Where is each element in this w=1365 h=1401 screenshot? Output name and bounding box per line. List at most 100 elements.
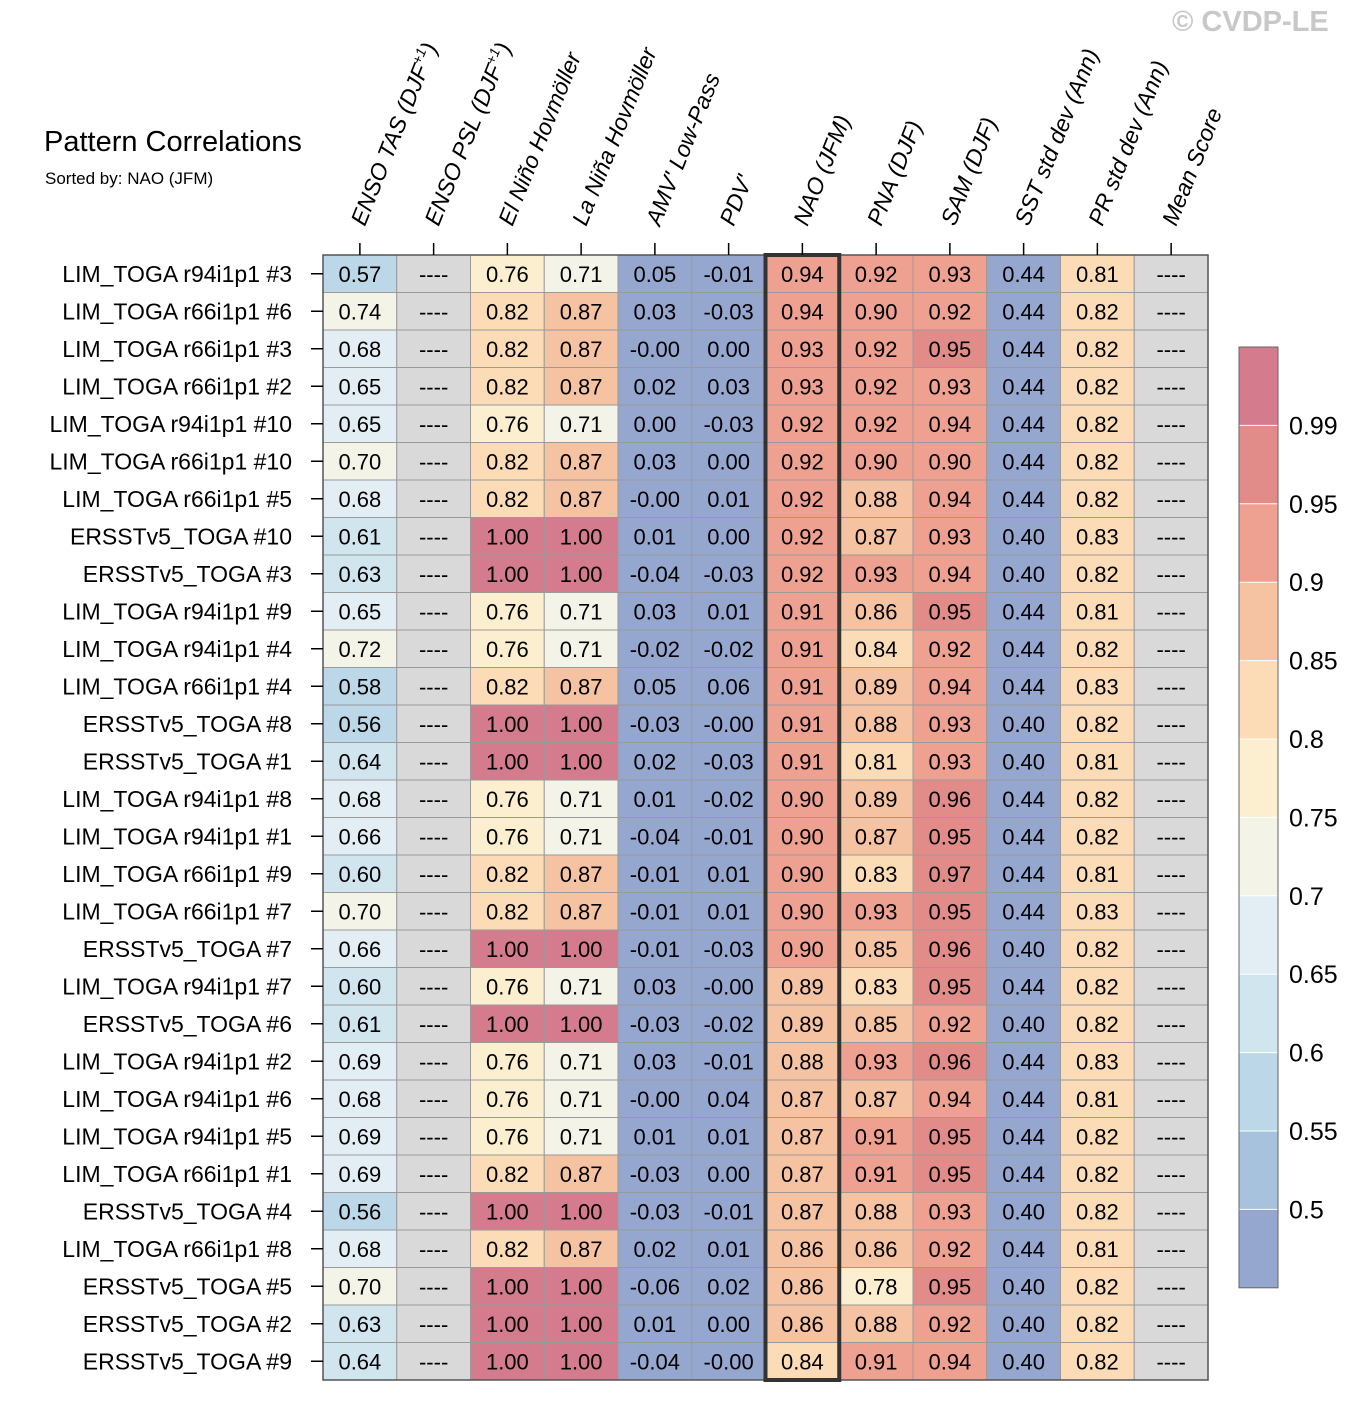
heatmap-cell [986,442,1061,481]
cell-value: 0.71 [560,787,603,812]
heatmap-cell [543,817,619,856]
cell-value: 0.01 [707,599,750,624]
cell-value: ---- [1156,449,1185,474]
colorbar-tick-label: 0.75 [1289,804,1338,832]
cell-value: ---- [419,1162,448,1187]
heatmap-cell [470,779,545,818]
cell-value: ---- [1156,1087,1185,1112]
row-label: LIM_TOGA r66i1p1 #2 [62,373,292,399]
heatmap-cell [470,554,545,593]
cell-value: 1.00 [560,562,603,587]
heatmap-cell [765,779,840,818]
heatmap-cell [986,742,1061,781]
cell-value: 0.91 [781,637,824,662]
heatmap-cell [986,1267,1061,1306]
cell-value: 0.83 [1076,1049,1119,1074]
cell-value: 0.87 [560,487,603,512]
row-label: LIM_TOGA r94i1p1 #2 [62,1048,292,1074]
cell-value: 0.87 [560,449,603,474]
cell-value: 0.86 [855,599,898,624]
colorbar-segment [1239,895,1278,975]
cell-value: 1.00 [486,712,529,737]
heatmap-cell [765,1267,840,1306]
cell-value: 0.71 [560,1049,603,1074]
cell-value: ---- [419,787,448,812]
cell-value: 0.93 [855,1049,898,1074]
cell-value: 0.83 [1076,674,1119,699]
cell-value: 0.69 [338,1049,381,1074]
row-label: LIM_TOGA r94i1p1 #5 [62,1123,292,1149]
heatmap-cell [838,1267,914,1306]
heatmap-cell [838,404,914,443]
cell-value: 0.68 [338,787,381,812]
colorbar-segment [1239,817,1278,896]
cell-value: 0.92 [928,637,971,662]
cell-value: 0.86 [781,1274,824,1299]
cell-value: 0.71 [560,262,603,287]
cell-value: 0.71 [560,974,603,999]
cell-value: 0.40 [1002,1012,1045,1037]
cell-value: 0.44 [1002,637,1045,662]
heatmap-cell [912,1304,988,1343]
cell-value: ---- [1156,299,1185,324]
cell-value: 0.90 [855,449,898,474]
heatmap-cell [322,704,398,743]
row-label: ERSSTv5_TOGA #7 [83,936,292,962]
cell-value: 0.82 [1076,1124,1119,1149]
cell-value: 0.88 [855,712,898,737]
cell-value: -0.03 [630,1199,680,1224]
cell-value: 0.44 [1002,1237,1045,1262]
cell-value: 0.76 [486,824,529,849]
heatmap-cell [691,1117,766,1156]
heatmap-cell [691,442,766,481]
cell-value: 0.01 [707,487,750,512]
cell-value: ---- [419,337,448,362]
cell-value: -0.03 [704,937,754,962]
row-label: ERSSTv5_TOGA #2 [83,1311,292,1337]
heatmap-cell [912,517,988,556]
cell-value: 0.71 [560,824,603,849]
heatmap-cell [838,1042,914,1081]
heatmap-cell [765,667,840,706]
cell-value: 0.01 [707,899,750,924]
heatmap-cell [1133,554,1209,593]
cell-value: 1.00 [486,937,529,962]
cell-value: 1.00 [560,712,603,737]
cell-value: 0.60 [338,974,381,999]
cell-value: 0.91 [781,674,824,699]
cell-value: 0.82 [486,674,529,699]
cell-value: 0.01 [707,1237,750,1262]
heatmap-cell [1060,479,1135,518]
cell-value: ---- [1156,1049,1185,1074]
heatmap-cell [617,967,693,1006]
cell-value: ---- [419,1087,448,1112]
cell-value: ---- [1156,899,1185,924]
heatmap-cell [470,629,545,668]
cell-value: 0.81 [1076,1087,1119,1112]
heatmap-cell [543,892,619,931]
cell-value: 0.88 [855,487,898,512]
cell-value: 0.81 [855,749,898,774]
cell-value: 0.87 [560,299,603,324]
cell-value: 0.40 [1002,1312,1045,1337]
heatmap-cell [912,329,988,368]
cell-value: -0.02 [704,637,754,662]
cell-value: 0.65 [338,599,381,624]
heatmap-cell [396,254,471,293]
cell-value: 0.95 [928,899,971,924]
cell-value: 0.69 [338,1162,381,1187]
cell-value: 0.81 [1076,1237,1119,1262]
heatmap-cell [543,442,619,481]
heatmap-cell [617,1117,693,1156]
colorbar-tick-label: 0.85 [1289,648,1338,676]
heatmap-cell [691,1267,766,1306]
cell-value: 0.84 [781,1349,824,1374]
cell-value: ---- [1156,1237,1185,1262]
heatmap-cell [765,704,840,743]
cell-value: 0.82 [486,449,529,474]
heatmap-cell [617,517,693,556]
cell-value: 0.95 [928,1274,971,1299]
cell-value: -0.02 [704,787,754,812]
cell-value: 0.89 [781,1012,824,1037]
cell-value: ---- [1156,1312,1185,1337]
